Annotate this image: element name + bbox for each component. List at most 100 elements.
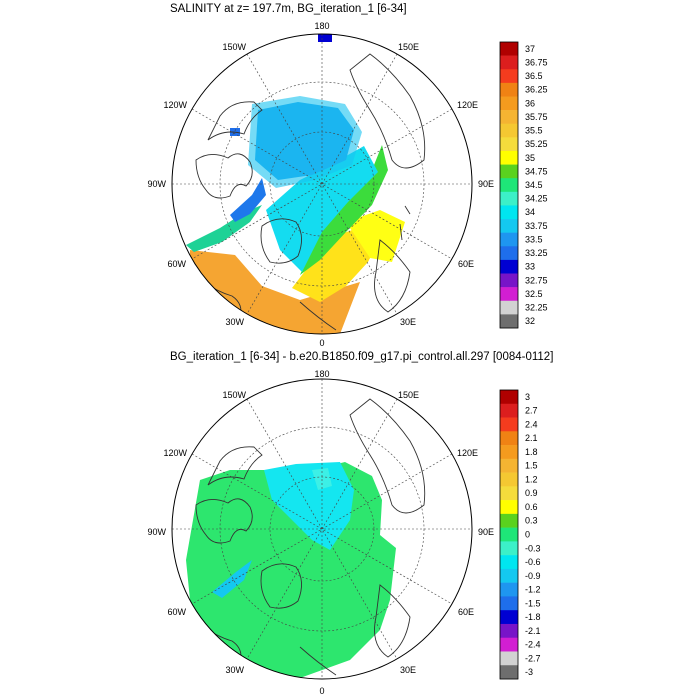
lon-label: 150W xyxy=(222,390,246,400)
colorbar-label: -3 xyxy=(525,667,533,677)
colorbar-label: 36.25 xyxy=(525,85,548,95)
field-mid-cyan xyxy=(266,146,378,272)
colorbar-swatch xyxy=(500,259,518,274)
colorbar-swatch xyxy=(500,42,518,56)
colorbar-label: 37 xyxy=(525,44,535,54)
colorbar-label: 32.5 xyxy=(525,289,543,299)
colorbar-label: 34 xyxy=(525,207,535,217)
colorbar-label: 0.6 xyxy=(525,502,538,512)
colorbar-label: 33.25 xyxy=(525,248,548,258)
colorbar: 3 2.7 2.4 2.1 1.8 1.5 1.2 0.9 0.6 0.3 0 -0.3 -0.6 -0.… xyxy=(499,389,541,680)
colorbar-label: 32 xyxy=(525,316,535,326)
colorbar-label: 34.25 xyxy=(525,194,548,204)
colorbar-swatch xyxy=(500,472,518,487)
colorbar-swatch xyxy=(500,246,518,261)
colorbar: 37 36.75 36.5 36.25 36 35.75 35.5 35.25 35 34.75 3… xyxy=(499,41,548,329)
coastline xyxy=(195,398,426,676)
colorbar-label: 34.5 xyxy=(525,180,543,190)
colorbar-label: 35 xyxy=(525,153,535,163)
colorbar-swatch xyxy=(500,582,518,597)
lon-label: 30E xyxy=(400,665,416,675)
colorbar-swatch xyxy=(500,623,518,639)
salinity-field xyxy=(186,34,426,334)
lon-label: 180 xyxy=(314,21,329,31)
colorbar-label: 33.5 xyxy=(525,234,543,244)
map-border xyxy=(171,378,473,680)
colorbar-swatch xyxy=(500,55,518,70)
colorbar-swatch xyxy=(500,191,518,206)
colorbar-label: -1.5 xyxy=(525,598,541,608)
colorbar-frame xyxy=(499,389,519,680)
lon-label: 150E xyxy=(398,390,419,400)
colorbar-label: 35.75 xyxy=(525,112,548,122)
colorbar-swatch xyxy=(500,527,518,542)
colorbar-swatch xyxy=(500,390,518,405)
colorbar-swatch xyxy=(500,541,518,556)
colorbar-swatch xyxy=(500,300,518,315)
colorbar-swatch xyxy=(500,150,518,165)
colorbar-label: -1.8 xyxy=(525,612,541,622)
colorbar-frame xyxy=(499,41,519,329)
colorbar-swatch xyxy=(500,458,518,473)
colorbar-label: -0.9 xyxy=(525,571,541,581)
lon-label: 30W xyxy=(225,317,244,327)
colorbar-swatch xyxy=(500,164,518,179)
colorbar-label: 36.75 xyxy=(525,57,548,67)
lon-label: 90E xyxy=(478,179,494,189)
lon-label: 150E xyxy=(398,42,419,52)
lon-label: 90E xyxy=(478,527,494,537)
colorbar-swatch xyxy=(500,82,518,97)
panel-title: BG_iteration_1 [6-34] - b.e20.B1850.f09_… xyxy=(170,351,553,363)
colorbar-swatch xyxy=(500,123,518,138)
lon-label: 150W xyxy=(222,42,246,52)
salinity-panel: SALINITY at z= 197.7m, BG_iteration_1 [6… xyxy=(147,3,547,348)
panel-title: SALINITY at z= 197.7m, BG_iteration_1 [6… xyxy=(170,3,407,15)
colorbar-label: 1.5 xyxy=(525,461,538,471)
colorbar-swatch xyxy=(500,287,518,302)
colorbar-swatch xyxy=(500,137,518,152)
graticule xyxy=(172,379,472,679)
colorbar-swatch xyxy=(500,665,518,680)
field-baffin xyxy=(230,178,266,222)
coastline xyxy=(195,53,426,331)
colorbar-label: 32.75 xyxy=(525,275,548,285)
lon-label: 120E xyxy=(457,448,478,458)
colorbar-label: -2.1 xyxy=(525,626,541,636)
lon-label: 30W xyxy=(225,665,244,675)
colorbar-swatch xyxy=(500,500,518,515)
colorbar-label: -2.4 xyxy=(525,640,541,650)
colorbar-swatch xyxy=(500,637,518,652)
colorbar-swatch xyxy=(500,445,518,460)
colorbar-label: 1.2 xyxy=(525,474,538,484)
colorbar-swatch xyxy=(500,205,518,220)
colorbar-label: 36 xyxy=(525,98,535,108)
colorbar-label: 36.5 xyxy=(525,71,543,81)
colorbar-swatch xyxy=(500,596,518,611)
colorbar-label: 2.7 xyxy=(525,406,538,416)
colorbar-swatch xyxy=(500,178,518,193)
lon-label: 90W xyxy=(147,179,166,189)
lon-label: 0 xyxy=(319,338,324,348)
colorbar-swatch xyxy=(500,69,518,84)
lon-label: 60E xyxy=(458,607,474,617)
colorbar-swatch xyxy=(500,96,518,111)
difference-field xyxy=(186,398,426,678)
colorbar-swatch xyxy=(500,110,518,125)
lon-label: 90W xyxy=(147,527,166,537)
colorbar-label: 0.3 xyxy=(525,516,538,526)
lon-label: 180 xyxy=(314,369,329,379)
colorbar-swatch xyxy=(500,431,518,446)
field-canada-outer xyxy=(248,96,362,188)
graticule xyxy=(172,34,472,334)
colorbar-swatch xyxy=(500,232,518,247)
lon-label: 120E xyxy=(457,100,478,110)
colorbar-label: 3 xyxy=(525,392,530,402)
lon-label: 120W xyxy=(163,100,187,110)
colorbar-label: 35.25 xyxy=(525,139,548,149)
colorbar-swatch xyxy=(500,568,518,583)
colorbar-label: -0.3 xyxy=(525,543,541,553)
colorbar-swatch xyxy=(500,219,518,233)
field-diff-labrador xyxy=(212,560,252,598)
colorbar-swatch xyxy=(500,273,518,288)
